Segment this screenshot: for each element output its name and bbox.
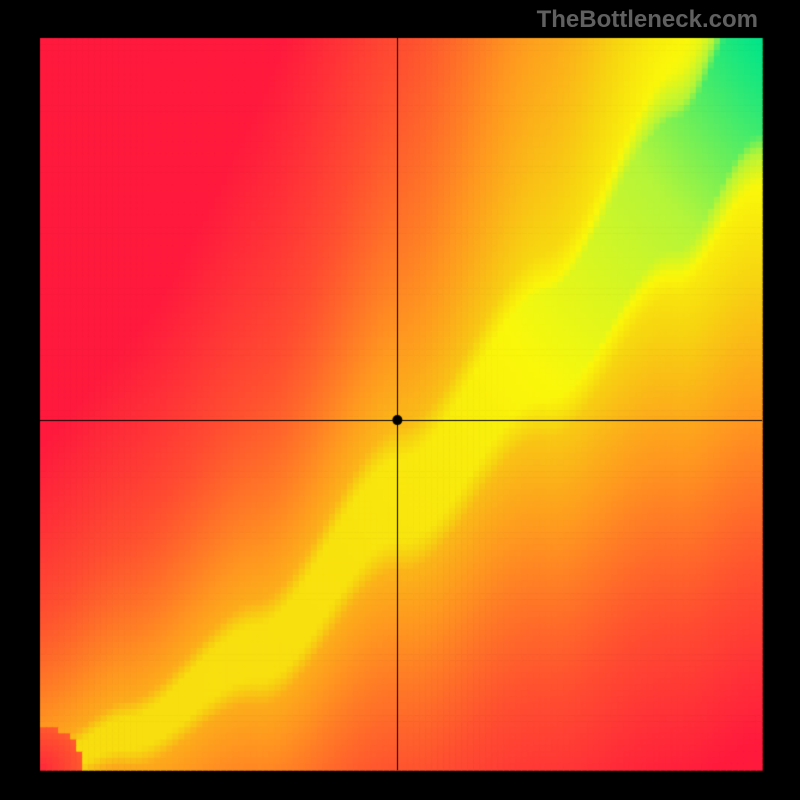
heatmap-canvas xyxy=(0,0,800,800)
watermark-text: TheBottleneck.com xyxy=(537,6,758,34)
chart-container: TheBottleneck.com xyxy=(0,0,800,800)
